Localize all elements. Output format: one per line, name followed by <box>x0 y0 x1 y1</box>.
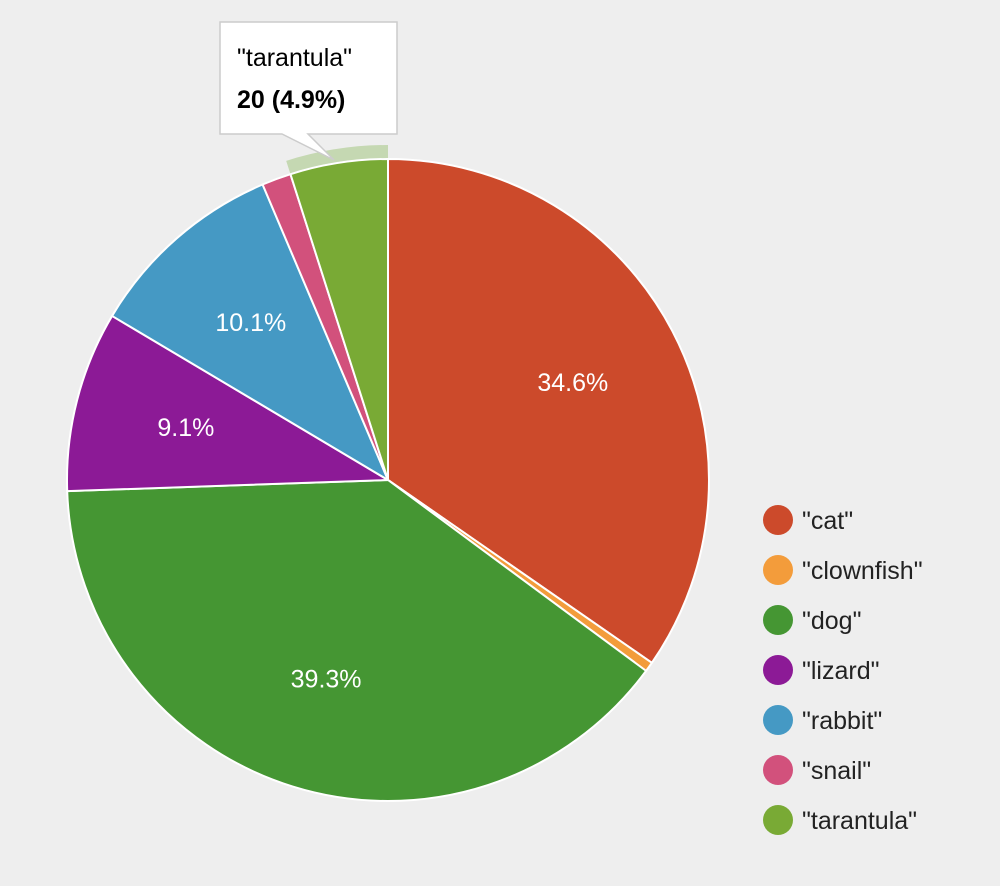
legend-item-tarantula[interactable]: "tarantula" <box>763 805 917 835</box>
legend-label-clownfish: "clownfish" <box>802 557 923 585</box>
tooltip-slice-value: 20 (4.9%) <box>237 86 345 114</box>
tooltip-slice-name: "tarantula" <box>237 44 352 72</box>
legend-swatch-rabbit <box>763 705 793 735</box>
legend-item-snail[interactable]: "snail" <box>763 755 871 785</box>
pie-slices <box>66 145 710 802</box>
legend-label-tarantula: "tarantula" <box>802 807 917 835</box>
legend-item-cat[interactable]: "cat" <box>763 505 853 535</box>
pie-slice-cat[interactable] <box>387 158 710 664</box>
slice-label-rabbit: 10.1% <box>215 309 286 337</box>
tooltip-box <box>219 21 398 161</box>
slice-label-dog: 39.3% <box>291 665 362 693</box>
legend-swatch-tarantula <box>763 805 793 835</box>
legend-swatch-clownfish <box>763 555 793 585</box>
slice-label-lizard: 9.1% <box>157 414 214 442</box>
legend-swatch-snail <box>763 755 793 785</box>
pie-slice-dog[interactable] <box>66 479 648 802</box>
hover-highlight-ring <box>286 145 388 174</box>
pie-slice-rabbit[interactable] <box>111 183 389 481</box>
legend-label-cat: "cat" <box>802 507 853 535</box>
legend-item-lizard[interactable]: "lizard" <box>763 655 880 685</box>
legend-item-dog[interactable]: "dog" <box>763 605 861 635</box>
legend-item-rabbit[interactable]: "rabbit" <box>763 705 882 735</box>
legend-swatch-lizard <box>763 655 793 685</box>
chart-legend: "cat" "clownfish" "dog" "lizard" "rabbit" "sn… <box>763 505 923 835</box>
legend-label-rabbit: "rabbit" <box>802 707 882 735</box>
legend-label-dog: "dog" <box>802 607 861 635</box>
pie-slice-tarantula[interactable] <box>289 158 389 481</box>
legend-item-clownfish[interactable]: "clownfish" <box>763 555 923 585</box>
slice-label-cat: 34.6% <box>537 369 608 397</box>
chart-tooltip: "tarantula" 20 (4.9%) <box>219 21 398 161</box>
legend-label-lizard: "lizard" <box>802 657 880 685</box>
legend-swatch-dog <box>763 605 793 635</box>
pie-slice-labels: 34.6% 39.3% 9.1% 10.1% <box>157 309 608 694</box>
legend-label-snail: "snail" <box>802 757 871 785</box>
legend-swatch-cat <box>763 505 793 535</box>
pie-slice-lizard[interactable] <box>66 314 389 493</box>
